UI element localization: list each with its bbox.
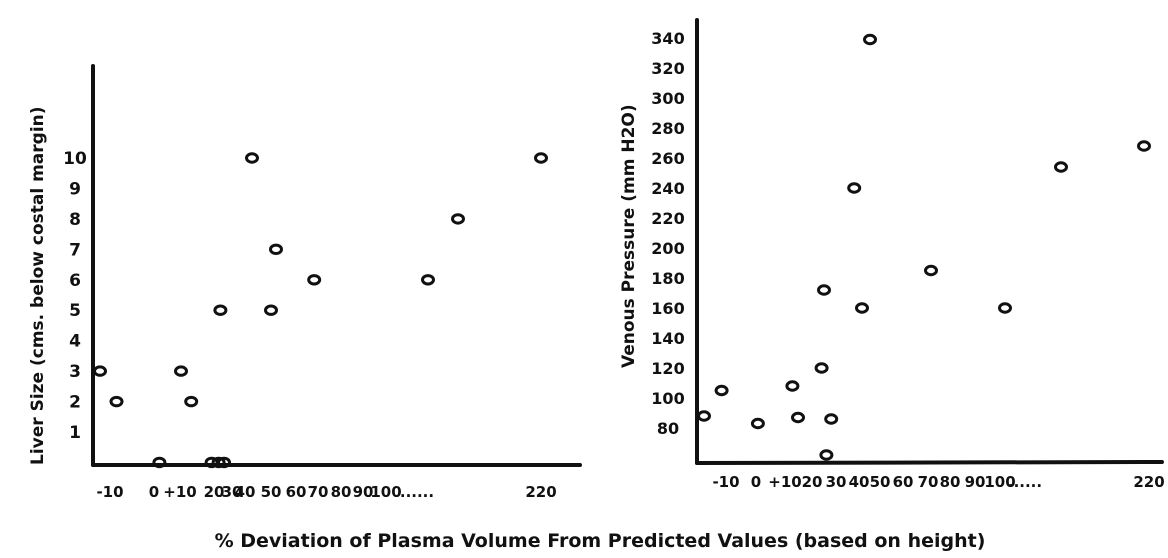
left-x-tick-label: 60 [286,483,307,501]
left-data-point [264,304,278,316]
left-y-tick-label: 8 [69,210,81,230]
left-data-point [211,456,226,469]
right-y-tick-label: 240 [651,179,684,198]
right-x-tick-label: 70 [918,473,939,491]
right-x-tick-label: 40 [849,473,870,491]
right-y-axis-title: Venous Pressure (mm H2O) [619,104,639,368]
right-x-tick-label: 30 [826,473,847,491]
left-x-tick-label: 20 [204,483,225,501]
left-data-point [93,365,107,377]
left-y-tick-label: 1 [69,423,81,443]
right-y-tick-label: 220 [651,209,684,228]
left-y-tick-label: 7 [69,240,81,260]
left-y-tick-label: 6 [69,271,81,291]
left-y-tick-label: 2 [69,393,81,413]
left-x-tick-label: 80 [331,483,352,501]
right-data-point [998,302,1012,314]
right-data-point [824,413,839,425]
left-x-tick-label: 0 [149,483,159,501]
left-x-tick-label: 40 [235,483,256,501]
right-x-tick-label: 50 [870,473,891,491]
left-data-point [245,152,259,164]
right-data-point [714,384,729,397]
right-y-tick-label: 120 [651,359,684,378]
right-x-tick-label: 80 [940,473,961,491]
left-data-point [217,456,231,469]
left-y-tick-label: 5 [69,301,81,321]
right-y-tick-label: 160 [651,299,684,318]
left-x-tick-label: +10 [163,483,196,501]
figure-caption: % Deviation of Plasma Volume From Predic… [215,530,986,552]
left-x-tick-label: 100 [370,483,401,501]
left-x-tick-label: 30 [222,483,243,501]
left-data-point [109,395,124,408]
right-y-tick-label: 140 [651,329,684,348]
left-y-ticks: 1 2 3 4 5 6 7 8 9 10 [63,149,87,443]
right-x-tick-label: 0 [751,473,761,491]
left-x-tick-label: ...... [400,483,434,501]
left-y-tick-label: 4 [69,332,81,352]
left-data-point [174,365,188,377]
left-y-axis-title: Liver Size (cms. below costal margin) [28,106,48,465]
left-x-tick-label: 50 [261,483,282,501]
right-data-point [863,33,877,46]
right-data-point [785,380,800,392]
right-y-tick-label: 180 [651,269,684,288]
right-y-tick-label: 100 [651,389,684,408]
left-x-tick-label: 90 [353,483,374,501]
left-y-tick-label: 9 [69,179,81,199]
left-data-point [421,274,435,286]
left-data-point [213,304,228,316]
right-x-tick-label: 90 [965,473,986,491]
right-y-tick-label: 340 [651,29,684,48]
right-data-point [791,411,805,424]
right-data-point [819,449,834,461]
right-x-tick-label: -10 [712,473,739,491]
right-data-point [814,362,829,374]
left-data-point [269,243,283,256]
left-data-point [152,456,167,469]
left-points [93,152,548,469]
left-x-tick-label: 70 [308,483,329,501]
right-x-tick-label: +10 [768,473,801,491]
right-data-point [697,410,711,422]
left-data-point [451,213,465,225]
right-x-tick-label: ...... [1008,473,1042,491]
left-x-tick-label: 220 [525,483,556,501]
left-x-tick-label: -10 [96,483,123,501]
right-y-tick-label: 200 [651,239,684,258]
right-y-tick-label: 260 [651,149,684,168]
left-y-tick-label: 10 [63,149,87,169]
right-data-point [855,302,869,314]
left-data-point [307,274,322,286]
venous-pressure-chart: Venous Pressure (mm H2O) 80 100 120 140 160 1… [619,18,1165,491]
right-y-tick-label: 300 [651,89,684,108]
right-x-tick-label: 60 [893,473,914,491]
left-y-tick-label: 3 [69,362,81,382]
right-y-tick-label: 280 [651,119,684,138]
right-y-tick-label: 80 [657,419,679,438]
right-data-point [1054,161,1068,173]
liver-size-chart: Liver Size (cms. below costal margin) 1 2… [28,64,582,501]
right-data-point [924,264,938,277]
right-x-tick-label: 100 [984,473,1015,491]
right-data-point [1137,140,1151,152]
left-data-point [184,395,199,408]
right-y-tick-label: 320 [651,59,684,78]
right-x-tick-label: 220 [1133,473,1164,491]
right-x-axis [695,460,1164,465]
right-x-tick-label: 20 [802,473,823,491]
left-data-point [534,152,548,164]
right-data-point [750,417,765,430]
right-data-point [847,182,862,194]
right-data-point [817,284,831,296]
right-y-ticks: 80 100 120 140 160 180 200 220 240 260 280 300 320 34… [651,29,684,438]
right-points [697,33,1151,461]
